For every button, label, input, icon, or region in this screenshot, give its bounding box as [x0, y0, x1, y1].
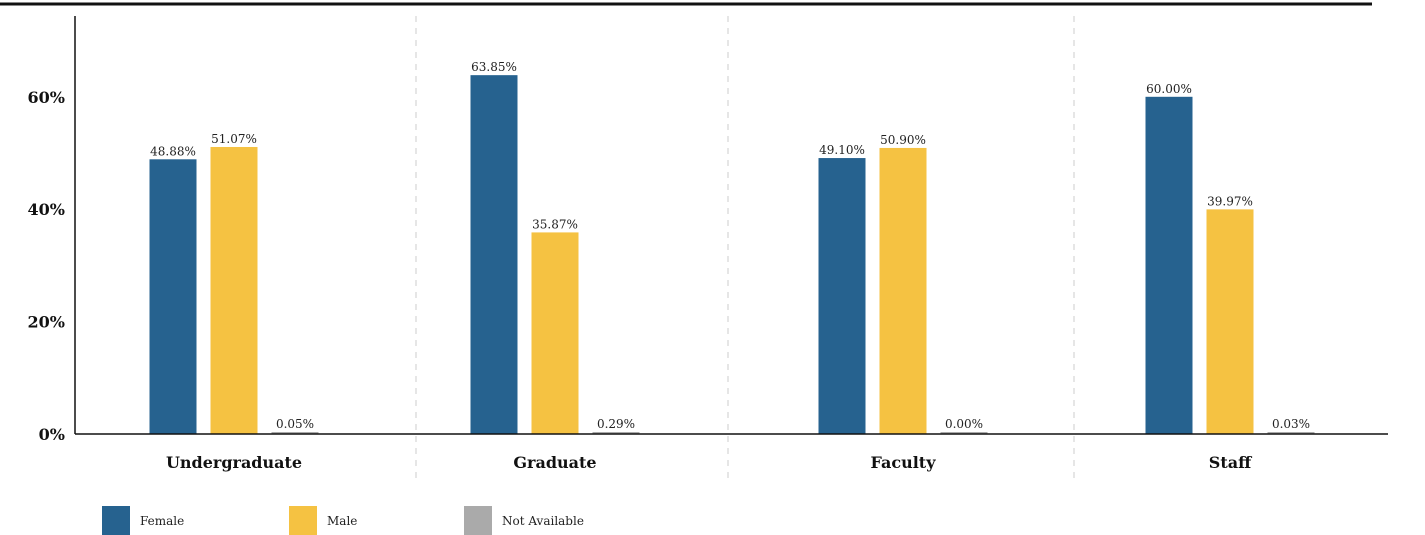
y-tick-label: 40%	[28, 200, 65, 219]
bar-female-undergraduate	[149, 159, 197, 434]
data-label: 35.87%	[532, 217, 578, 231]
data-label: 48.88%	[150, 144, 196, 158]
x-tick-label: Undergraduate	[166, 453, 302, 472]
data-label: 50.90%	[880, 133, 926, 147]
legend-swatch-female	[102, 506, 130, 535]
y-tick-label: 60%	[28, 88, 65, 107]
bar-male-faculty	[879, 147, 927, 434]
bar-not-available-undergraduate	[271, 432, 319, 434]
bar-female-faculty	[818, 158, 866, 435]
x-axis: Undergraduate Graduate Faculty Staff	[75, 433, 1388, 472]
legend-label: Male	[327, 514, 357, 528]
bar-male-graduate	[531, 232, 579, 434]
bar-male-staff	[1206, 209, 1254, 434]
bar-not-available-graduate	[592, 432, 640, 434]
legend-label: Female	[140, 514, 184, 528]
data-label: 0.00%	[945, 417, 983, 431]
legend-label: Not Available	[502, 514, 584, 528]
data-label: 51.07%	[211, 132, 257, 146]
data-label: 49.10%	[819, 143, 865, 157]
bar-male-undergraduate	[210, 146, 258, 434]
category-dividers	[415, 16, 1075, 480]
x-tick-label: Staff	[1209, 453, 1252, 472]
bar-female-staff	[1145, 96, 1193, 435]
data-label: 39.97%	[1207, 194, 1253, 208]
data-label: 63.85%	[471, 60, 517, 74]
bar-not-available-staff	[1267, 432, 1315, 434]
legend: Female Male Not Available	[102, 506, 584, 535]
bar-female-graduate	[470, 75, 518, 435]
bars-group	[149, 75, 1315, 435]
y-axis: 0% 20% 40% 60%	[28, 16, 76, 444]
y-tick-label: 0%	[39, 425, 65, 444]
data-labels-group: 48.88% 51.07% 0.05% 63.85% 35.87% 0.29% 49.10%…	[150, 60, 1310, 431]
x-tick-label: Faculty	[871, 453, 937, 472]
data-label: 0.29%	[597, 417, 635, 431]
data-label: 60.00%	[1146, 82, 1192, 96]
data-label: 0.03%	[1272, 417, 1310, 431]
legend-swatch-not-available	[464, 506, 492, 535]
bar-not-available-faculty	[940, 432, 988, 434]
x-tick-label: Graduate	[513, 453, 596, 472]
data-label: 0.05%	[276, 417, 314, 431]
y-tick-label: 20%	[28, 313, 65, 332]
legend-swatch-male	[289, 506, 317, 535]
